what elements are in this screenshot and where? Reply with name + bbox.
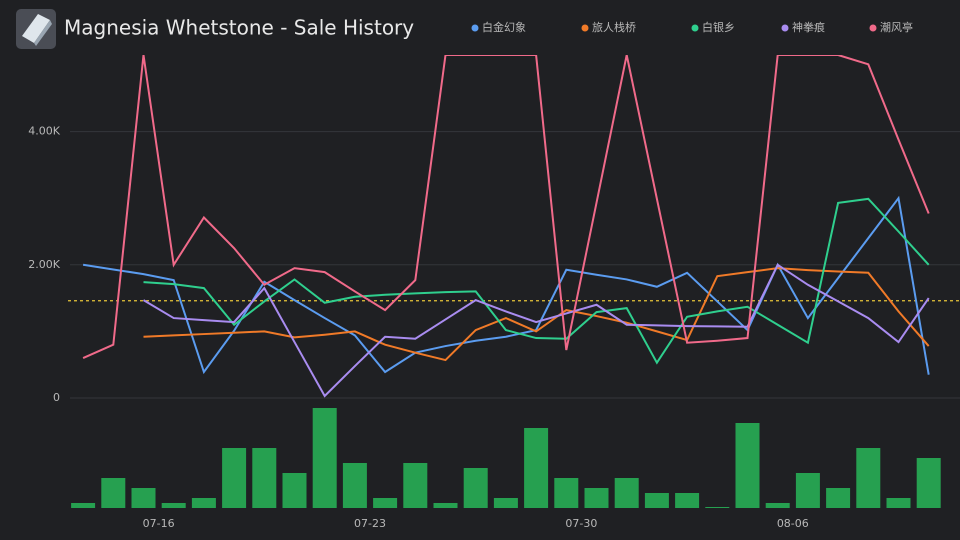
volume-bar bbox=[463, 468, 488, 508]
legend-marker bbox=[691, 24, 699, 32]
x-tick-label: 07-16 bbox=[143, 517, 175, 530]
y-tick-label: 4.00K bbox=[28, 125, 60, 138]
volume-bar bbox=[312, 408, 337, 508]
volume-bar bbox=[433, 503, 458, 508]
volume-bar bbox=[191, 498, 216, 508]
volume-bar bbox=[131, 488, 156, 508]
volume-bar bbox=[886, 498, 911, 508]
price-line bbox=[142, 263, 930, 398]
volume-bar bbox=[584, 488, 609, 508]
volume-bar bbox=[403, 463, 428, 508]
chart-title: Magnesia Whetstone - Sale History bbox=[64, 16, 414, 40]
volume-bar bbox=[493, 498, 518, 508]
volume-bar bbox=[735, 423, 760, 508]
volume-bar bbox=[282, 473, 307, 508]
volume-bar bbox=[916, 458, 941, 508]
y-tick-label: 2.00K bbox=[28, 258, 60, 271]
price-line bbox=[143, 267, 930, 362]
legend-label: 旅人栈桥 bbox=[592, 20, 636, 34]
volume-bar bbox=[554, 478, 579, 508]
volume-bar bbox=[252, 448, 277, 508]
legend-label: 神拳痕 bbox=[792, 20, 825, 34]
legend-marker bbox=[581, 24, 589, 32]
x-tick-label: 07-30 bbox=[565, 517, 597, 530]
legend-label: 潮风亭 bbox=[880, 20, 913, 34]
legend-label: 白银乡 bbox=[702, 20, 735, 34]
item-icon bbox=[16, 9, 56, 49]
volume-bar bbox=[101, 478, 126, 508]
legend-marker bbox=[471, 24, 479, 32]
price-line bbox=[82, 55, 930, 359]
legend-marker bbox=[781, 24, 789, 32]
volume-bar bbox=[614, 478, 639, 508]
volume-bar bbox=[765, 503, 790, 508]
volume-bar bbox=[161, 503, 186, 508]
legend-label: 白金幻象 bbox=[482, 20, 526, 34]
volume-bar bbox=[856, 448, 881, 508]
price-line bbox=[143, 197, 930, 365]
volume-bar bbox=[675, 493, 700, 508]
volume-bar bbox=[644, 493, 669, 508]
volume-bar bbox=[524, 428, 549, 508]
volume-bar bbox=[373, 498, 398, 508]
volume-bar bbox=[71, 503, 96, 508]
volume-bar bbox=[705, 507, 730, 508]
volume-bar bbox=[795, 473, 820, 508]
legend-marker bbox=[869, 24, 877, 32]
x-tick-label: 08-06 bbox=[777, 517, 809, 530]
y-tick-label: 0 bbox=[53, 391, 60, 404]
x-tick-label: 07-23 bbox=[354, 517, 386, 530]
volume-bar bbox=[342, 463, 367, 508]
volume-bar bbox=[826, 488, 851, 508]
price-line bbox=[82, 195, 930, 375]
volume-bar bbox=[222, 448, 247, 508]
